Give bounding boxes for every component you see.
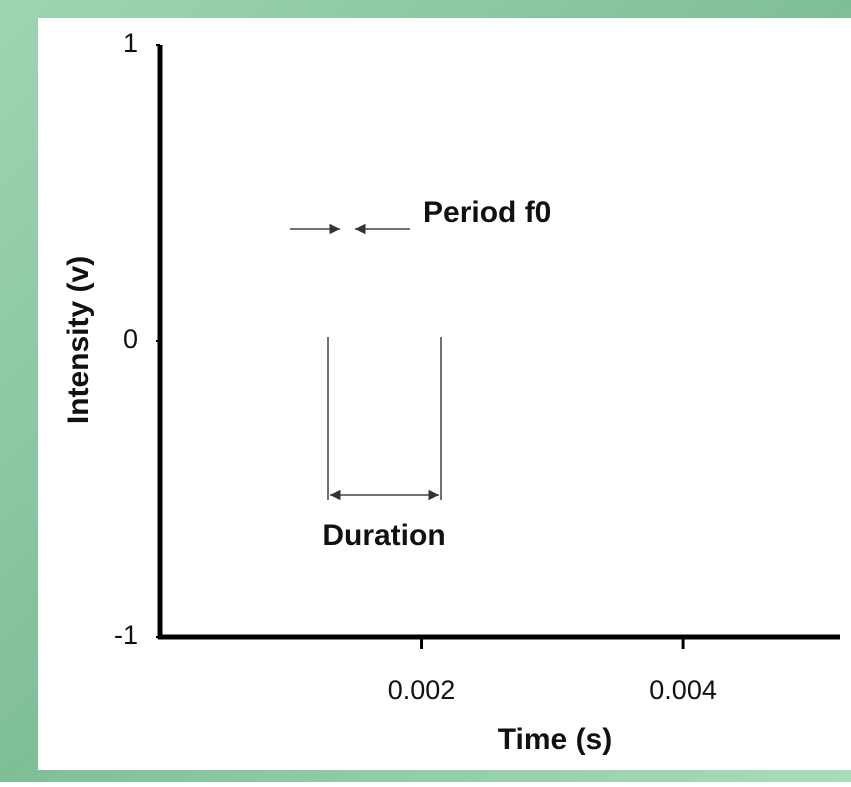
y-axis-label: Intensity (v) — [62, 256, 95, 424]
y-tick-label: 1 — [123, 28, 138, 58]
y-tick-label: 0 — [123, 324, 138, 354]
x-tick-label: 0.004 — [649, 675, 717, 705]
x-tick-label: 0.002 — [388, 675, 456, 705]
panel — [38, 18, 851, 770]
y-tick-label: -1 — [114, 620, 138, 650]
x-axis-label: Time (s) — [498, 723, 612, 756]
annotation: Period f0 — [423, 196, 551, 229]
annotation-lines — [290, 223, 442, 501]
annotation: Duration — [322, 519, 445, 552]
